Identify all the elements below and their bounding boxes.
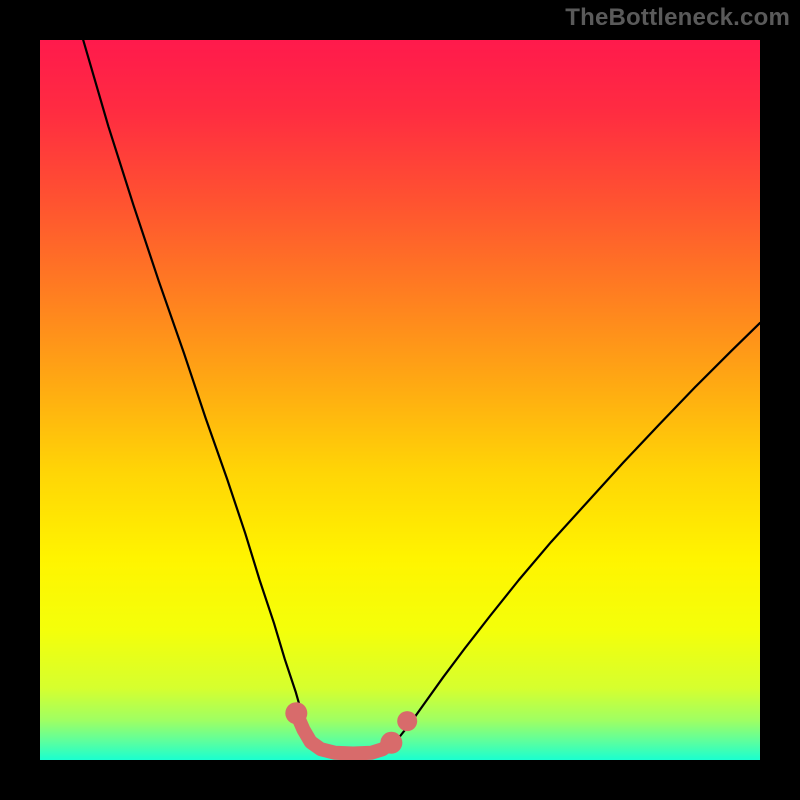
chart-frame: TheBottleneck.com [0, 0, 800, 800]
plot-area [40, 40, 760, 760]
highlight-segment [40, 40, 760, 760]
watermark-text: TheBottleneck.com [565, 4, 790, 32]
